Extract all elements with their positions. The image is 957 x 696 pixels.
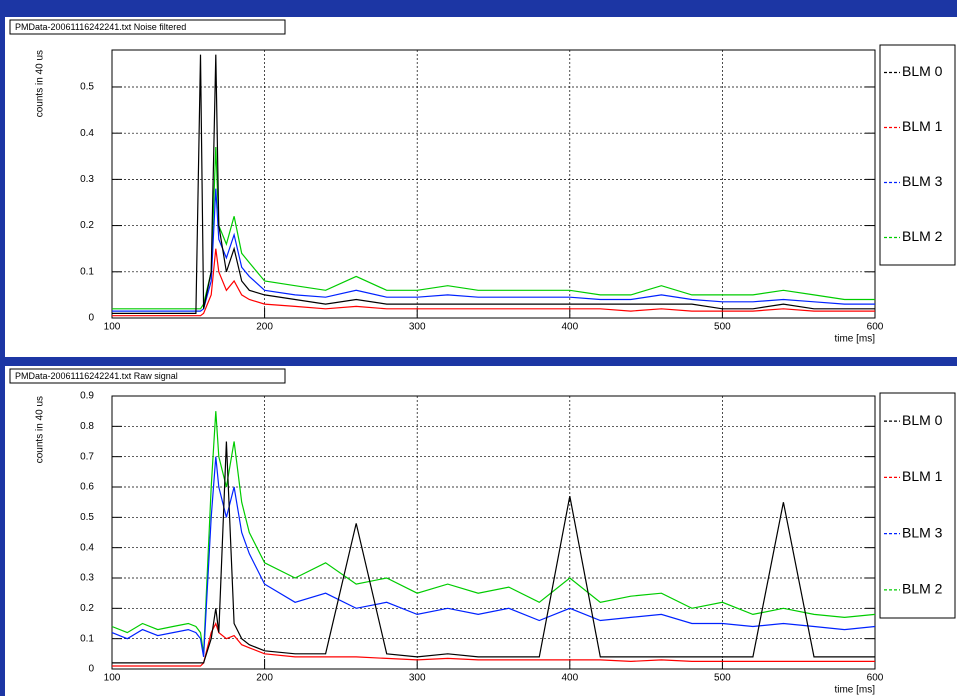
x-axis-label: time [ms] [834, 685, 875, 696]
plot-frame [111, 395, 876, 670]
x-tick-label: 300 [409, 322, 426, 333]
y-tick-label: 0.6 [80, 482, 94, 493]
series-line [112, 441, 875, 664]
legend-label: BLM 0 [902, 412, 943, 428]
x-tick-label: 100 [104, 322, 121, 333]
x-tick-label: 400 [561, 673, 578, 684]
series-line [111, 411, 876, 654]
chart-title: PMData-20061116242241.txt Raw signal [15, 371, 178, 381]
x-tick-label: 200 [256, 673, 273, 684]
y-tick-label: 0.1 [80, 266, 94, 277]
y-tick-label: 0 [88, 313, 94, 324]
x-axis-label: time [ms] [834, 334, 875, 345]
y-tick-label: 0.9 [80, 391, 94, 402]
y-tick-label: 0.3 [80, 174, 94, 185]
legend-label: BLM 2 [902, 581, 943, 597]
y-tick-label: 0.5 [80, 82, 94, 93]
y-tick-label: 0.4 [80, 542, 94, 553]
x-tick-label: 600 [867, 673, 884, 684]
title-box [9, 368, 286, 384]
y-tick-label: 0.4 [80, 128, 94, 139]
legend-label: BLM 1 [902, 468, 943, 484]
legend-label: BLM 3 [902, 173, 943, 189]
legend-label: BLM 3 [902, 524, 943, 540]
series-line [112, 54, 875, 314]
series-line [112, 248, 875, 317]
x-tick-label: 500 [714, 673, 731, 684]
y-axis-label: counts in 40 us [35, 50, 46, 117]
y-tick-label: 0.2 [80, 603, 94, 614]
y-tick-label: 0.8 [80, 421, 94, 432]
y-tick-label: 0.3 [80, 573, 94, 584]
y-axis-label: counts in 40 us [35, 396, 46, 463]
legend-box [879, 44, 956, 266]
plot-frame [111, 49, 876, 319]
series-line [111, 456, 876, 658]
series-line [112, 621, 875, 667]
x-tick-label: 100 [104, 673, 121, 684]
y-tick-label: 0.7 [80, 451, 94, 462]
legend-label: BLM 0 [902, 63, 943, 79]
y-tick-label: 0.2 [80, 220, 94, 231]
x-tick-label: 400 [561, 322, 578, 333]
chart-title: PMData-20061116242241.txt Noise filtered [15, 22, 186, 32]
legend-label: BLM 1 [902, 118, 943, 134]
y-tick-label: 0.1 [80, 633, 94, 644]
y-tick-label: 0.5 [80, 512, 94, 523]
x-tick-label: 300 [409, 673, 426, 684]
legend-box [879, 392, 956, 619]
legend-label: BLM 2 [902, 228, 943, 244]
x-tick-label: 200 [256, 322, 273, 333]
x-tick-label: 600 [867, 322, 884, 333]
x-tick-label: 500 [714, 322, 731, 333]
y-tick-label: 0 [88, 664, 94, 675]
title-box [9, 19, 286, 35]
